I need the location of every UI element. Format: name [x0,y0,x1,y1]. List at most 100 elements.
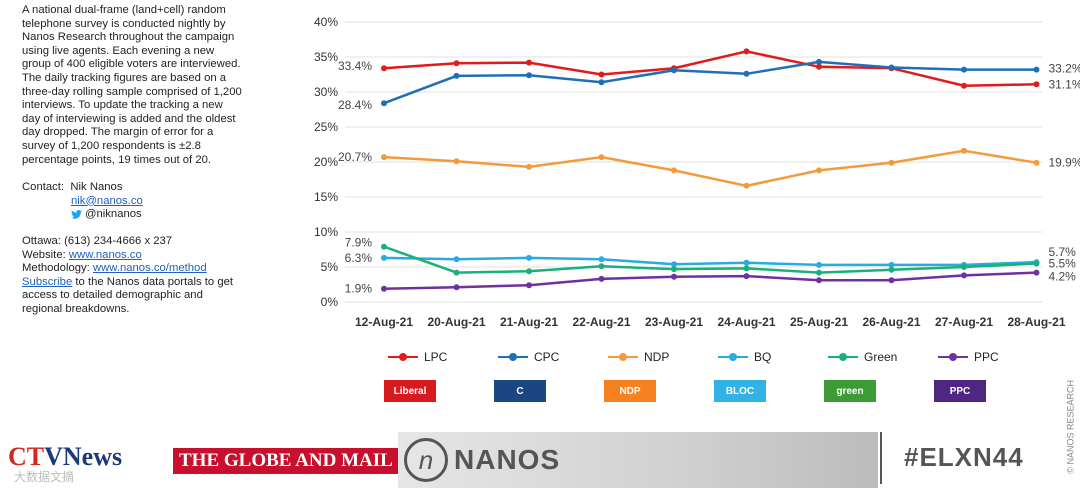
data-point-green [1033,260,1040,267]
data-point-lpc [1033,81,1040,88]
series-line-ndp [383,149,1037,188]
series-line-cpc [383,60,1037,105]
start-value-label: 7.9% [345,236,373,250]
subscribe-text: to the Nanos data portals to get access … [22,275,234,315]
y-tick-label: 20% [314,155,338,169]
data-point-ppc [598,275,605,282]
footer-divider [880,432,882,484]
legend-label: CPC [534,350,560,364]
twitter-handle: @niknanos [85,208,142,221]
data-point-green [743,265,750,272]
data-point-ndp [816,167,822,174]
data-point-ppc [888,277,895,284]
data-point-lpc [381,65,387,72]
data-point-lpc [961,82,967,89]
legend-item-cpc: CPC [498,350,559,364]
website-link[interactable]: www.nanos.co [68,248,142,261]
subscribe-link[interactable]: Subscribe [22,275,73,288]
y-tick-label: 40% [314,15,338,29]
x-tick-label: 23-Aug-21 [645,315,703,329]
data-point-ppc [743,273,750,280]
data-point-bq [816,261,822,268]
start-value-label: 33.4% [338,59,372,73]
data-point-cpc [1033,66,1040,73]
data-point-ndp [671,167,677,174]
legend-label: NDP [644,350,670,364]
legend-item-green: Green [828,350,897,364]
website-label: Website: [22,248,69,261]
data-point-cpc [526,72,532,79]
ctv-news-logo: CTVNews [8,442,123,471]
start-value-label: 28.4% [338,98,372,112]
legend-label: BQ [754,350,772,364]
y-tick-label: 15% [314,190,338,204]
data-point-bq [671,261,677,268]
data-point-cpc [743,70,750,77]
data-point-ppc [671,273,677,280]
data-point-green [598,263,605,270]
nanos-wordmark: NANOS [454,444,561,475]
x-tick-label: 12-Aug-21 [355,315,413,329]
start-value-label: 1.9% [345,282,373,296]
data-point-ppc [1033,269,1040,276]
data-point-ndp [888,159,895,166]
methodology-paragraph: A national dual-frame (land+cell) random… [22,4,242,166]
tracking-line-chart: 0% 5% 10% 15% 20% 25% 30% 35% 40% 12-Aug-21 20-Aug… [314,15,1080,329]
data-point-ndp [598,154,605,161]
data-point-green [453,269,460,276]
party-logo-ppc: PPC [934,380,986,402]
party-logo-cpc: C [494,380,546,402]
nanos-logo-icon: n [404,438,448,482]
legend-item-ppc: PPC [938,350,999,364]
methodology-link[interactable]: www.nanos.co/method [92,262,207,275]
x-tick-label: 27-Aug-21 [935,315,993,329]
watermark: 大数据文摘 [14,470,75,484]
x-tick-label: 26-Aug-21 [862,315,920,329]
legend-label: LPC [424,350,448,364]
data-point-cpc [816,58,822,65]
data-point-lpc [743,48,750,55]
data-point-bq [888,261,895,268]
data-point-green [888,266,895,273]
contact-email-link[interactable]: nik@nanos.co [71,194,143,207]
data-point-lpc [816,63,822,70]
data-point-bq [743,259,750,266]
methodology-label: Methodology: [22,262,93,275]
data-point-ppc [961,272,967,279]
series-line-ppc [383,271,1037,290]
series-line-bq [383,256,1037,267]
data-point-ppc [816,277,822,284]
series-line-green [383,245,1037,274]
footer-banner: CTVNews THE GLOBE AND MAIL n NANOS #ELXN… [0,428,1080,492]
end-value-label: 33.2% [1049,62,1080,76]
data-point-bq [526,254,532,261]
data-point-ndp [381,154,387,161]
data-point-green [526,268,532,275]
data-point-lpc [453,60,460,67]
data-point-ppc [381,285,387,292]
data-point-cpc [671,67,677,74]
methodology-panel: A national dual-frame (land+cell) random… [22,4,244,316]
end-value-label: 5.7% [1049,245,1077,259]
data-point-green [671,266,677,273]
y-tick-label: 5% [321,260,339,274]
party-logo-bq: BLOC [714,380,766,402]
contact-label: Contact: [22,181,65,194]
globe-and-mail-logo: THE GLOBE AND MAIL [173,448,399,474]
data-point-ndp [453,158,460,165]
legend-item-lpc: LPC [388,350,447,364]
x-tick-label: 20-Aug-21 [427,315,485,329]
subscribe-paragraph: Subscribe to the Nanos data portals to g… [22,276,244,317]
party-logo-green: green [824,380,876,402]
contact-name: Nik Nanos [70,181,123,194]
y-tick-label: 30% [314,85,338,99]
data-point-cpc [598,79,605,86]
x-tick-label: 22-Aug-21 [572,315,630,329]
data-point-green [381,243,387,250]
series-line-lpc [383,50,1037,87]
data-point-cpc [961,66,967,73]
data-point-ppc [526,282,532,289]
x-tick-label: 24-Aug-21 [717,315,775,329]
data-point-cpc [381,100,387,107]
data-point-ndp [961,147,967,154]
